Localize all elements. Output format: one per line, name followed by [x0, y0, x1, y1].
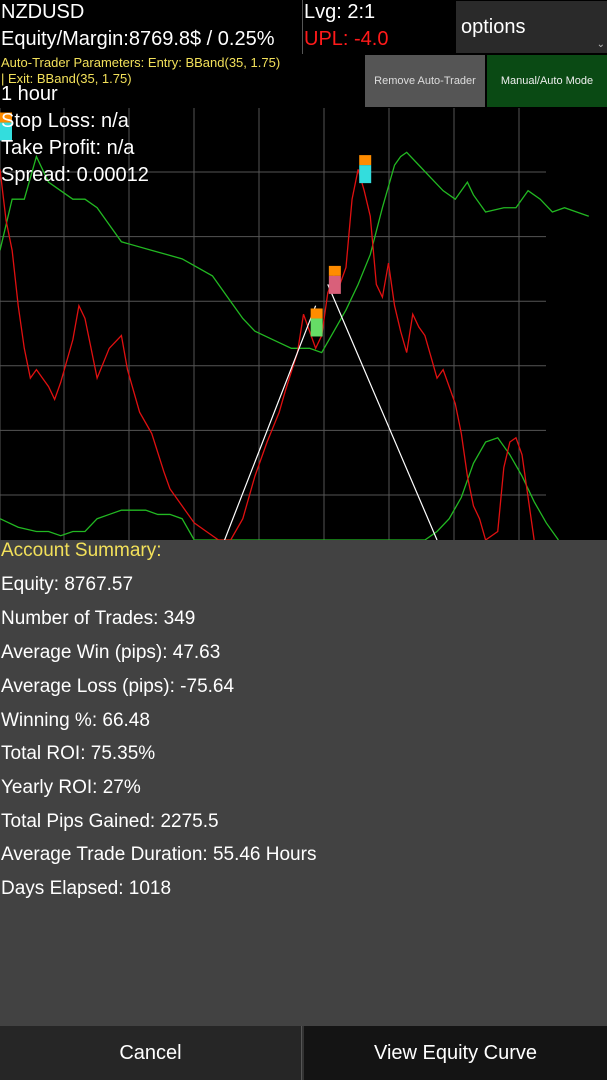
footer-bar: Cancel View Equity Curve: [0, 1026, 607, 1080]
summary-average-win: Average Win (pips): 47.63: [1, 642, 221, 663]
auto-trader-params-line2: | Exit: BBand(35, 1.75): [1, 71, 132, 86]
summary-average-loss: Average Loss (pips): -75.64: [1, 676, 235, 697]
price-line: [0, 169, 535, 540]
view-equity-curve-button[interactable]: View Equity Curve: [304, 1026, 607, 1080]
upper-band-line: [0, 151, 590, 354]
trade-line: [327, 284, 438, 540]
trade-marker-bottom: [328, 275, 341, 294]
summary-equity: Equity: 8767.57: [1, 574, 134, 595]
trade-marker-bottom: [359, 165, 372, 184]
summary-average-trade-duration: Average Trade Duration: 55.46 Hours: [1, 844, 317, 865]
summary-number-of-trades: Number of Trades: 349: [1, 608, 196, 629]
options-label: options: [461, 16, 526, 38]
manual-auto-mode-button[interactable]: Manual/Auto Mode: [487, 55, 607, 107]
trade-line: [224, 305, 317, 540]
stop-loss-label: Stop Loss: n/a: [1, 110, 129, 132]
trade-marker-top: [310, 308, 323, 319]
timeframe-label: 1 hour: [1, 83, 58, 105]
price-chart[interactable]: [0, 108, 607, 540]
spread-label: Spread: 0.00012: [1, 164, 149, 186]
summary-total-pips: Total Pips Gained: 2275.5: [1, 811, 219, 832]
account-summary-panel: Account Summary: Equity: 8767.57 Number …: [0, 540, 607, 1026]
trade-marker[interactable]: [310, 308, 323, 337]
options-dropdown[interactable]: options ⌄: [456, 1, 607, 53]
trade-marker-top: [0, 112, 12, 123]
trade-marker[interactable]: [328, 265, 341, 294]
trade-marker-top: [359, 155, 372, 166]
summary-days-elapsed: Days Elapsed: 1018: [1, 878, 172, 899]
auto-trader-params-line1: Auto-Trader Parameters: Entry: BBand(35,…: [1, 55, 281, 70]
symbol-label: NZDUSD: [1, 1, 85, 23]
summary-winning-percent: Winning %: 66.48: [1, 710, 150, 731]
trade-marker-bottom: [0, 122, 12, 141]
trade-marker[interactable]: [0, 112, 12, 141]
header-divider: [302, 0, 303, 54]
upl-label: UPL: -4.0: [304, 28, 389, 50]
summary-yearly-roi: Yearly ROI: 27%: [1, 777, 141, 798]
cancel-button[interactable]: Cancel: [0, 1026, 302, 1080]
lower-band-line: [0, 436, 559, 540]
trade-marker-top: [328, 265, 341, 276]
chevron-down-icon: ⌄: [596, 39, 605, 50]
remove-auto-trader-button[interactable]: Remove Auto-Trader: [365, 55, 485, 107]
leverage-label: Lvg: 2:1: [304, 1, 376, 23]
account-summary-title: Account Summary:: [1, 540, 162, 561]
take-profit-label: Take Profit: n/a: [1, 137, 135, 159]
trade-marker[interactable]: [359, 155, 372, 184]
equity-margin-label: Equity/Margin:8769.8$ / 0.25%: [1, 28, 275, 50]
trade-marker-bottom: [310, 318, 323, 337]
summary-total-roi: Total ROI: 75.35%: [1, 743, 156, 764]
